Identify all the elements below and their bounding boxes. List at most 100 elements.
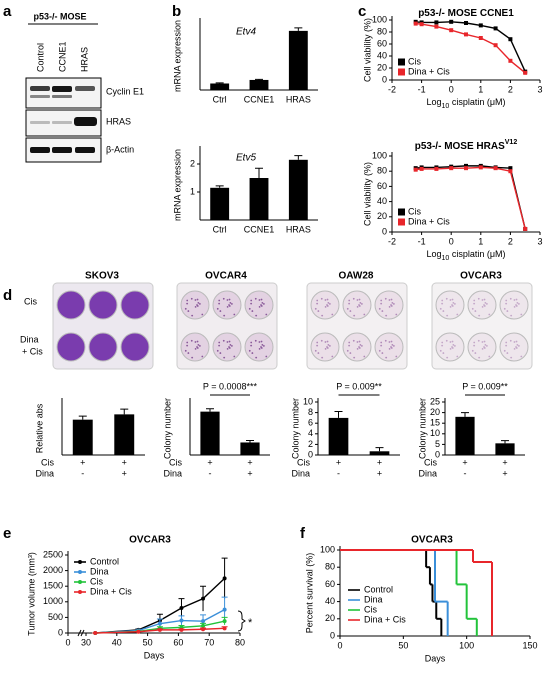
x-tick-label: 2 [508,236,513,246]
colony [395,355,398,358]
point [508,166,513,171]
x-tick-label: 0 [449,236,454,246]
colony [314,349,317,352]
well [212,290,242,320]
point [201,619,206,624]
colony [363,313,366,316]
colony [346,349,349,352]
x-row-label: + [122,468,127,478]
colony [321,314,324,317]
chart-title: p53-/- MOSE CCNE1 [418,8,514,19]
x-row-label: - [337,468,340,478]
colony [326,298,329,301]
y-tick-label: 40 [325,596,335,606]
point [93,631,98,635]
panel-label: a [3,3,12,20]
colony [187,352,190,354]
colony [317,310,320,312]
colony [226,348,229,350]
legend-label: Dina + Cis [408,216,450,226]
colony [229,301,232,304]
x-tick-label: -2 [388,236,396,246]
colony [445,297,448,300]
x-axis-label: Days [144,650,165,660]
title-part: V12 [505,139,518,146]
y-tick-label: 0 [330,630,335,640]
point [449,166,454,171]
colony [441,341,444,344]
colony [441,302,444,305]
y-tick-label: 6 [308,418,313,428]
point [508,58,513,63]
colony [442,310,445,312]
x-tick-label: Ctrl [213,94,227,104]
colony [441,344,444,347]
point [464,21,468,25]
colony [390,298,393,301]
x-tick-label: 0 [65,637,70,647]
point [201,627,206,632]
colony [516,343,519,346]
bar [249,79,269,90]
legend-marker [78,560,82,564]
colony [360,303,363,305]
colony [226,299,229,301]
error-bar [215,82,224,84]
x-tick-label: 150 [522,640,537,650]
colony [186,341,189,344]
colony [216,307,219,310]
legend-marker [78,580,82,584]
colony [391,301,394,304]
error-bar [120,408,129,415]
colony [388,306,391,308]
well [435,290,465,320]
y-tick-label: 5 [435,439,440,449]
colony [485,303,488,305]
y-tick-label: 4 [308,428,313,438]
colony [452,343,455,346]
colony [378,307,381,310]
colony [481,299,484,301]
colony [385,356,388,359]
legend-swatch [398,218,405,226]
well [56,290,86,320]
colony [314,307,317,310]
colony [218,302,221,305]
colony [360,345,363,347]
well [499,290,529,320]
legend-label: Cis [90,576,103,586]
colony [471,307,474,310]
x-tick-label: 70 [204,637,214,647]
colony [452,301,455,304]
point [464,32,468,37]
colony [186,302,189,305]
colony [358,347,361,349]
colony [250,299,253,302]
blot-band [52,95,72,98]
legend-label: Control [90,556,119,566]
x-label-part: cisplatin (μM) [449,249,505,259]
x-tick-label: 100 [459,640,474,650]
x-row-label: + [336,457,341,467]
bar [328,417,349,455]
point [222,607,227,612]
colony [449,306,452,308]
colony [356,306,359,308]
plate-row-label: + Cis [22,346,43,356]
well [56,332,86,362]
colony [453,303,456,305]
y-axis-label: Relative abs [34,403,44,453]
well [435,332,465,362]
colony [380,341,383,344]
colony [349,352,352,354]
colony [503,349,506,352]
colony [187,310,190,312]
colony [228,340,231,343]
colony [451,340,454,343]
well [342,332,372,362]
well [374,332,404,362]
colony [258,341,261,343]
colony [384,339,387,342]
colony [261,301,264,304]
x-tick-label: 0 [337,640,342,650]
